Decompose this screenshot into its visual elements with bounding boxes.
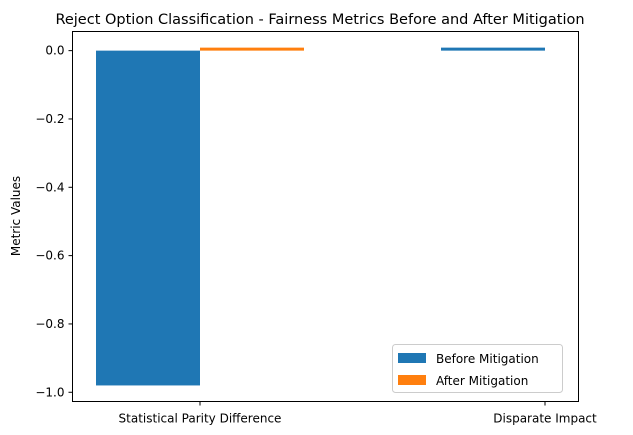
legend-label-before: Before Mitigation [436,352,539,366]
y-axis: 0.0 −0.2 −0.4 −0.6 −0.8 −1.0 [35,44,73,399]
y-tick-label: −0.8 [35,317,64,331]
y-tick-label: 0.0 [45,44,64,58]
legend-label-after: After Mitigation [436,374,528,388]
y-tick-label: −0.6 [35,249,64,263]
bar-before-0 [96,50,200,386]
bar-after-0 [200,47,304,51]
x-tick-label: Statistical Parity Difference [119,412,282,426]
chart-title: Reject Option Classification - Fairness … [55,12,584,28]
y-tick-label: −1.0 [35,385,64,399]
x-axis: Statistical Parity Difference Disparate I… [119,401,597,426]
bar-before-1 [441,47,545,51]
y-tick-label: −0.2 [35,112,64,126]
legend-frame [392,344,563,393]
bars-group [96,47,545,386]
x-tick-label: Disparate Impact [493,412,597,426]
legend-swatch-before [398,353,426,363]
axes-frame [72,31,579,402]
legend: Before Mitigation After Mitigation [392,344,563,393]
legend-swatch-after [398,375,426,385]
y-tick-label: −0.4 [35,180,64,194]
y-axis-label: Metric Values [9,176,23,256]
